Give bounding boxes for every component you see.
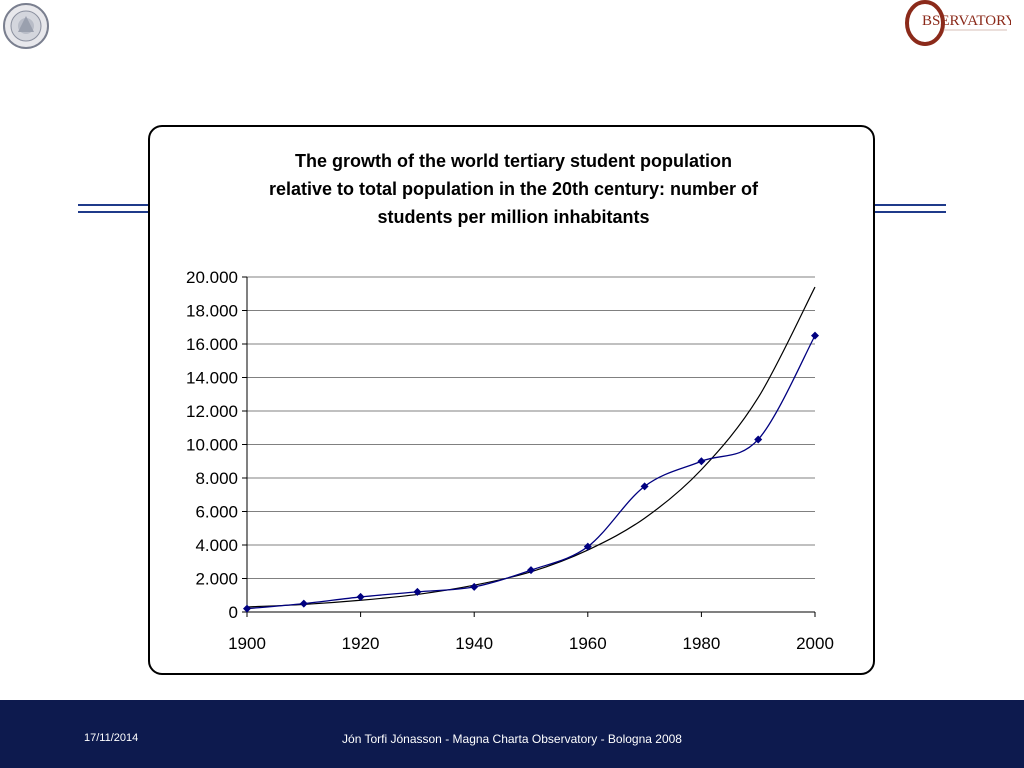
data-point — [583, 542, 592, 551]
y-tick-label: 6.000 — [195, 503, 238, 522]
trend-line — [246, 286, 816, 608]
y-tick-label: 12.000 — [186, 402, 238, 421]
y-tick-label: 16.000 — [186, 335, 238, 354]
chart-frame: The growth of the world tertiary student… — [148, 125, 875, 675]
chart-title-line: students per million inhabitants — [377, 207, 650, 227]
y-tick-label: 8.000 — [195, 469, 238, 488]
right-rule — [875, 204, 946, 213]
y-tick-label: 2.000 — [195, 570, 238, 589]
y-tick-label: 4.000 — [195, 536, 238, 555]
x-tick-label: 1900 — [228, 634, 266, 653]
x-tick-label: 2000 — [796, 634, 834, 653]
y-tick-label: 18.000 — [186, 302, 238, 321]
line-chart: 0 2.000 4.000 6.000 8.000 10.000 12.000 14.000 1… — [186, 268, 834, 653]
data-point — [356, 592, 365, 601]
svg-text:BSERVATORY: BSERVATORY — [922, 13, 1011, 29]
data-point — [697, 457, 706, 466]
y-tick-label: 0 — [229, 603, 238, 622]
y-tick-label: 14.000 — [186, 369, 238, 388]
x-tick-label: 1980 — [682, 634, 720, 653]
observatory-logo: BSERVATORY — [905, 0, 1011, 46]
chart-title-line: The growth of the world tertiary student… — [295, 151, 732, 171]
data-point — [299, 599, 308, 608]
data-point — [640, 482, 649, 491]
data-point — [754, 435, 763, 444]
left-rule — [78, 204, 150, 213]
data-point — [811, 331, 819, 340]
x-tick-label: 1960 — [569, 634, 607, 653]
data-point — [243, 604, 251, 613]
data-point — [413, 587, 422, 596]
footer-credit: Jón Torfi Jónasson - Magna Charta Observ… — [342, 732, 682, 746]
y-tick-label: 20.000 — [186, 268, 238, 287]
x-tick-label: 1920 — [342, 634, 380, 653]
series-line — [246, 335, 816, 610]
university-seal-logo — [3, 3, 49, 49]
chart-title: The growth of the world tertiary student… — [150, 147, 877, 231]
data-point — [470, 582, 479, 591]
footer-bar: 17/11/2014 Jón Torfi Jónasson - Magna Ch… — [0, 700, 1024, 768]
x-tick-label: 1940 — [455, 634, 493, 653]
data-point — [527, 566, 535, 575]
chart-title-line: relative to total population in the 20th… — [268, 179, 759, 199]
footer-date: 17/11/2014 — [84, 732, 139, 744]
y-tick-label: 10.000 — [186, 436, 238, 455]
